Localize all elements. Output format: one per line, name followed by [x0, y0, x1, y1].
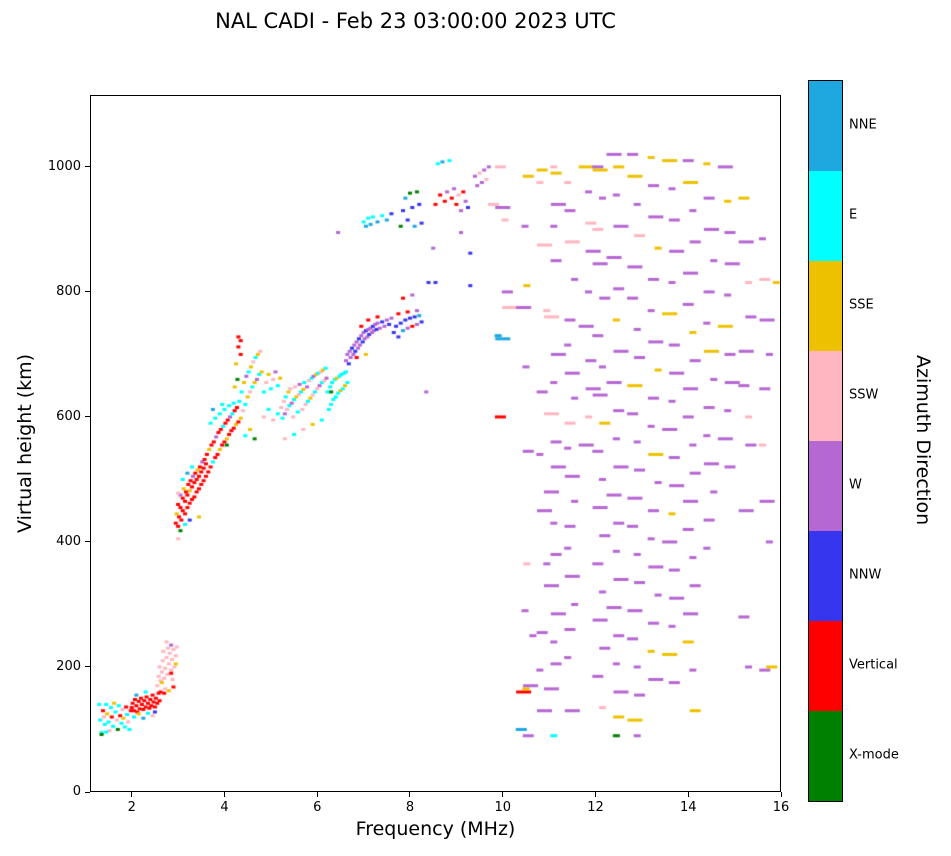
colorbar-label-nnw: NNW [849, 567, 882, 583]
colorbar [808, 80, 843, 802]
x-axis-tick [594, 792, 596, 797]
x-axis-tick [409, 792, 411, 797]
colorbar-segment-x-mode [809, 711, 842, 801]
y-axis-tick [85, 791, 90, 793]
colorbar-label-sse: SSE [849, 297, 874, 313]
colorbar-label-ssw: SSW [849, 387, 879, 403]
colorbar-segment-e [809, 171, 842, 261]
x-axis-tick [316, 792, 318, 797]
colorbar-segment-w [809, 441, 842, 531]
colorbar-label-e: E [849, 207, 858, 223]
y-axis-tick [85, 291, 90, 293]
colorbar-label-x-mode: X-mode [849, 747, 899, 763]
colorbar-label-vertical: Vertical [849, 657, 898, 673]
colorbar-labels: NNE E SSE SSW W NNW Vertical X-mode [849, 80, 939, 800]
x-axis-tick [687, 792, 689, 797]
colorbar-label-nne: NNE [849, 117, 877, 133]
x-axis-tick [223, 792, 225, 797]
colorbar-segment-nnw [809, 531, 842, 621]
y-axis-tick [85, 416, 90, 418]
x-axis-tick [131, 792, 133, 797]
y-axis-tick [85, 666, 90, 668]
y-axis-tick [85, 541, 90, 543]
colorbar-segment-nne [809, 81, 842, 171]
colorbar-segment-sse [809, 261, 842, 351]
colorbar-segment-vertical [809, 621, 842, 711]
colorbar-label-w: W [849, 477, 862, 493]
x-axis-tick [502, 792, 504, 797]
colorbar-segment-ssw [809, 351, 842, 441]
y-axis-tick [85, 166, 90, 168]
x-axis-tick [780, 792, 782, 797]
